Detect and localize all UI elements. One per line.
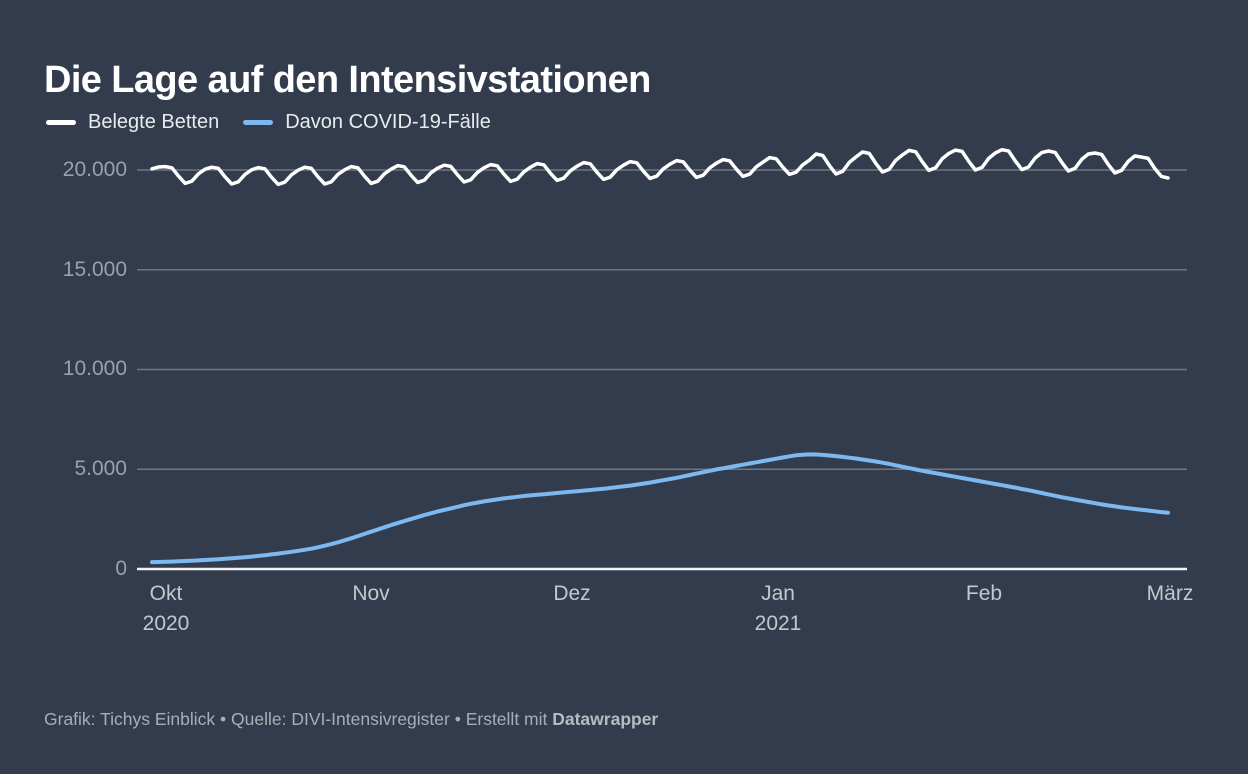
x-axis-label-maerz: März: [1146, 582, 1194, 605]
y-axis-label-20000: 20.000: [62, 158, 127, 181]
y-axis-label-10000: 10.000: [62, 357, 127, 380]
chart-title: Die Lage auf den Intensivstationen: [44, 59, 651, 102]
x-axis-label-jan: Jan 2021: [754, 582, 802, 635]
x-axis-label-okt: Okt 2020: [142, 582, 190, 635]
legend-label: Davon COVID-19-Fälle: [285, 111, 491, 133]
x-axis-year-2021: 2021: [754, 612, 802, 635]
footer-attribution-text: Grafik: Tichys Einblick • Quelle: DIVI-I…: [44, 709, 553, 729]
x-axis-year-2020: 2020: [142, 612, 190, 635]
legend-item-belegte-betten: Belegte Betten: [46, 111, 219, 134]
legend-item-covid-faelle: Davon COVID-19-Fälle: [243, 111, 491, 134]
series-line-belegte-betten: [150, 147, 1170, 187]
legend-swatch-blue-line: [243, 120, 274, 125]
y-axis-label-15000: 15.000: [62, 258, 127, 281]
x-axis-label-nov: Nov: [352, 582, 390, 605]
y-axis-label-5000: 5.000: [74, 457, 127, 480]
y-axis-label-0: 0: [115, 557, 127, 580]
series-line-covid-faelle: [150, 452, 1170, 565]
chart-legend: Belegte Betten Davon COVID-19-Fälle: [46, 111, 491, 134]
datawrapper-attribution-link[interactable]: Datawrapper: [552, 709, 659, 729]
legend-label: Belegte Betten: [88, 111, 220, 133]
x-axis-label-feb: Feb: [965, 582, 1003, 605]
chart-footer: Grafik: Tichys Einblick • Quelle: DIVI-I…: [44, 707, 658, 731]
x-axis-label-dez: Dez: [553, 582, 591, 605]
legend-swatch-white-line: [46, 120, 76, 125]
